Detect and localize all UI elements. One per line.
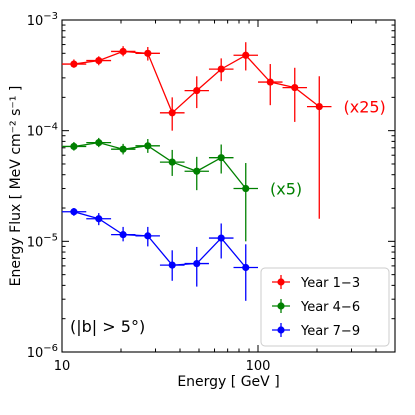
series-2: [62, 137, 259, 242]
data-point: [217, 234, 225, 242]
data-point: [119, 145, 127, 153]
x-axis-label: Energy [ GeV ]: [177, 374, 279, 390]
series-line: [73, 211, 247, 268]
data-point: [95, 139, 103, 147]
data-point: [193, 259, 201, 268]
data-point: [266, 78, 274, 86]
x-tick-label: 10: [54, 359, 71, 374]
legend-label: Year 4−6: [300, 300, 360, 315]
data-point: [144, 142, 152, 150]
data-point: [168, 261, 176, 269]
region-annotation: (|b| > 5°): [70, 317, 145, 336]
legend-item: Year 7−9: [272, 323, 360, 339]
y-axis-label: Energy Flux [ MeV cm⁻² s⁻¹ ]: [8, 86, 24, 287]
x-ticks: [61, 20, 396, 352]
legend-marker-dot: [277, 278, 285, 286]
data-point: [95, 56, 103, 65]
legend-box: [260, 267, 390, 347]
data-point: [119, 231, 127, 239]
data-point: [70, 60, 78, 68]
series-line: [73, 141, 247, 189]
y-tick-label: 10−3: [27, 11, 58, 29]
y-tick-label: 10−5: [27, 232, 58, 250]
data-point: [193, 87, 201, 95]
y-tick-label: 10−6: [27, 343, 58, 361]
data-point: [217, 65, 225, 73]
data-point: [119, 47, 127, 56]
series-1: [62, 42, 332, 219]
data-point: [144, 232, 152, 240]
y-tick-label: 10−4: [27, 122, 58, 140]
data-point: [242, 263, 250, 272]
plot-frame: [61, 19, 396, 353]
legend-marker-dot: [277, 302, 285, 310]
scale-label: (x25): [343, 98, 385, 117]
data-point: [242, 51, 250, 59]
data-point: [70, 142, 78, 151]
x-tick-label: 100: [246, 359, 271, 374]
legend-item: Year 1−3: [272, 275, 360, 291]
data-point: [168, 109, 176, 117]
data-point: [193, 167, 201, 175]
legend: Year 1−3 Year 4−6 Year 7−9: [260, 267, 390, 347]
data-point: [315, 102, 323, 111]
data-point: [95, 215, 103, 223]
data-point: [144, 49, 152, 57]
y-ticks: [62, 19, 395, 353]
data-point: [242, 184, 250, 193]
legend-label: Year 1−3: [300, 276, 360, 291]
data-area: [62, 42, 332, 301]
data-point: [168, 158, 176, 166]
data-point: [291, 83, 299, 92]
data-point: [217, 154, 225, 162]
legend-label: Year 7−9: [300, 324, 360, 339]
scale-label: (x5): [270, 180, 302, 199]
legend-marker-dot: [277, 326, 285, 334]
data-point: [70, 208, 78, 216]
legend-item: Year 4−6: [272, 299, 360, 315]
series-3: [62, 208, 259, 301]
